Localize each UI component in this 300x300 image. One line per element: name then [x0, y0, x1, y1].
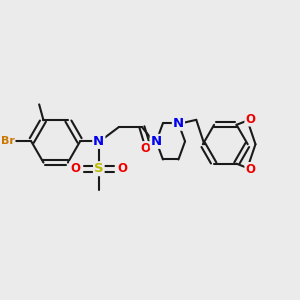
Text: N: N	[151, 135, 162, 148]
Text: O: O	[141, 142, 151, 155]
Text: O: O	[70, 162, 80, 175]
Text: S: S	[94, 162, 104, 175]
Text: N: N	[93, 135, 104, 148]
Text: O: O	[118, 162, 128, 175]
Text: O: O	[245, 163, 255, 176]
Text: N: N	[173, 117, 184, 130]
Text: O: O	[245, 112, 255, 126]
Text: Br: Br	[1, 136, 15, 146]
